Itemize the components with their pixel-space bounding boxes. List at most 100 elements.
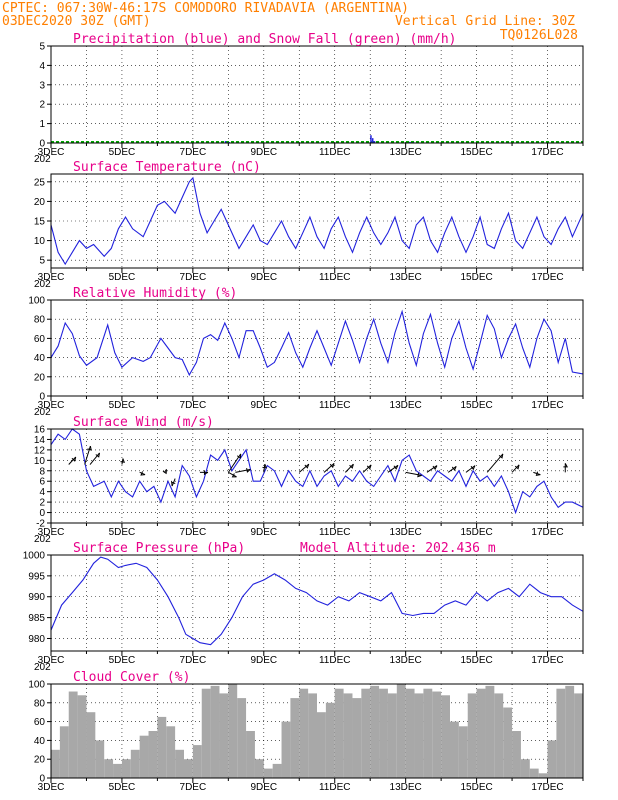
cloud-bar-28 [299,688,309,778]
ytick-label-pres-1: 985 [28,613,45,624]
xtick-label-precip-4: 11DEC [319,147,351,158]
wind-arrow-head-19 [451,466,457,471]
wind-arrow-shaft-20 [465,465,476,473]
xtick-label-wind-0: 3DEC [38,527,65,538]
year-fragment-temp: 202 [34,279,51,290]
wind-arrow-head-24 [563,463,569,468]
cloud-bar-8 [121,759,131,778]
xtick-label-cloud-7: 17DEC [531,782,563,793]
cloud-bar-26 [281,721,291,778]
xtick-label-precip-1: 5DEC [109,147,136,158]
wind-series-line [50,428,584,515]
cloud-bar-21 [237,698,247,778]
cloud-bar-35 [361,688,371,778]
panel-precip: 0 1 2 3 4 5 3DEC 5DEC 7DEC 9DEC 11DEC 13DEC 15DEC 17D… [34,32,584,165]
xtick-label-temp-4: 11DEC [319,272,351,283]
wind-arrow-shaft-8 [228,471,237,478]
cloud-bar-6 [104,759,114,778]
wind-arrow-head-22 [514,464,520,470]
xtick-label-temp-0: 3DEC [38,272,65,283]
wind-arrow-shaft-1 [68,456,77,465]
xtick-label-pres-7: 17DEC [531,655,563,666]
ytick-label-rh-2: 40 [34,353,46,364]
ytick-label-rh-5: 100 [28,296,45,307]
cloud-bar-3 [77,695,87,778]
xtick-label-wind-2: 7DEC [180,527,207,538]
wind-arrow-shaft-14 [345,463,354,473]
precip-bar-0 [224,141,227,143]
cloud-bar-53 [520,759,530,778]
panel-title-wind: Surface Wind (m/s) [73,415,214,430]
cloud-bar-2 [68,691,78,778]
header-grid-line: Vertical Grid Line: 30Z [395,14,575,29]
pres-series-line [50,556,584,646]
cloud-bar-49 [485,685,495,778]
frame-rh [50,299,584,397]
ytick-label-precip-3: 3 [39,80,45,91]
xtick-label-pres-5: 13DEC [390,655,422,666]
cloud-bar-13 [166,726,176,778]
wind-arrow-shaft-11 [263,464,266,473]
ytick-label-wind-8: 14 [34,435,46,446]
panel-title-rh: Relative Humidity (%) [73,286,237,301]
xtick-label-precip-2: 7DEC [180,147,207,158]
ytick-label-temp-0: 5 [39,256,45,267]
xtick-label-pres-0: 3DEC [38,655,65,666]
xtick-label-wind-5: 13DEC [390,527,422,538]
ytick-label-cloud-2: 40 [34,736,46,747]
xtick-label-rh-5: 13DEC [390,400,422,411]
xtick-label-cloud-3: 9DEC [250,782,277,793]
ytick-label-rh-3: 60 [34,334,46,345]
cloud-bar-24 [263,768,273,778]
xtick-label-rh-2: 7DEC [180,400,207,411]
cloud-bar-43 [432,691,442,778]
cloud-bar-32 [334,688,344,778]
xtick-label-temp-6: 15DEC [460,272,492,283]
ytick-label-pres-4: 1000 [23,551,46,562]
xtick-label-rh-4: 11DEC [319,400,351,411]
cloud-bar-59 [574,693,583,778]
cloud-bar-46 [458,726,468,778]
ytick-label-temp-3: 20 [34,197,46,208]
wind-arrow-head-1 [71,456,77,462]
cloud-bar-31 [325,702,335,778]
ytick-label-temp-1: 10 [34,236,46,247]
cloud-bar-44 [441,695,450,778]
xtick-label-temp-2: 7DEC [180,272,207,283]
cloud-bar-20 [228,684,238,778]
wind-arrow-head-23 [535,471,541,476]
xtick-label-precip-7: 17DEC [531,147,563,158]
xtick-label-precip-0: 3DEC [38,147,65,158]
wind-arrow-shaft-13 [323,462,335,473]
panel-cloud: 0 20 40 60 80 100 3DEC 5DEC 7DEC 9DEC 11DEC 13DEC 15… [28,670,584,793]
xtick-label-rh-0: 3DEC [38,400,65,411]
year-fragment-wind: 202 [34,534,51,545]
cloud-bar-58 [565,685,575,778]
frame-wind [50,428,584,524]
panel-title-cloud: Cloud Cover (%) [73,670,190,685]
cloud-bar-57 [556,688,566,778]
cloud-bar-39 [396,684,406,778]
cloud-bar-11 [148,731,158,778]
cloud-bar-25 [272,763,282,778]
xtick-label-cloud-5: 13DEC [390,782,422,793]
xtick-label-temp-1: 5DEC [109,272,136,283]
precip-bar-3 [371,138,374,143]
wind-arrow-head-20 [470,465,476,471]
cloud-bar-0 [51,749,60,778]
wind-arrow-shaft-17 [405,471,422,476]
cloud-bar-29 [308,693,317,778]
cloud-bar-15 [184,759,193,778]
wind-arrow-head-12 [304,463,310,469]
cloud-bar-1 [59,726,69,778]
xtick-label-rh-1: 5DEC [109,400,136,411]
wind-arrow-head-17 [417,472,422,478]
wind-arrow-head-9 [236,453,242,459]
cloud-bar-22 [246,731,255,778]
xtick-label-wind-6: 15DEC [460,527,492,538]
cloud-bar-5 [95,740,105,778]
ytick-label-temp-4: 25 [34,177,46,188]
cloud-bar-42 [423,688,433,778]
cloud-bar-33 [343,693,353,778]
